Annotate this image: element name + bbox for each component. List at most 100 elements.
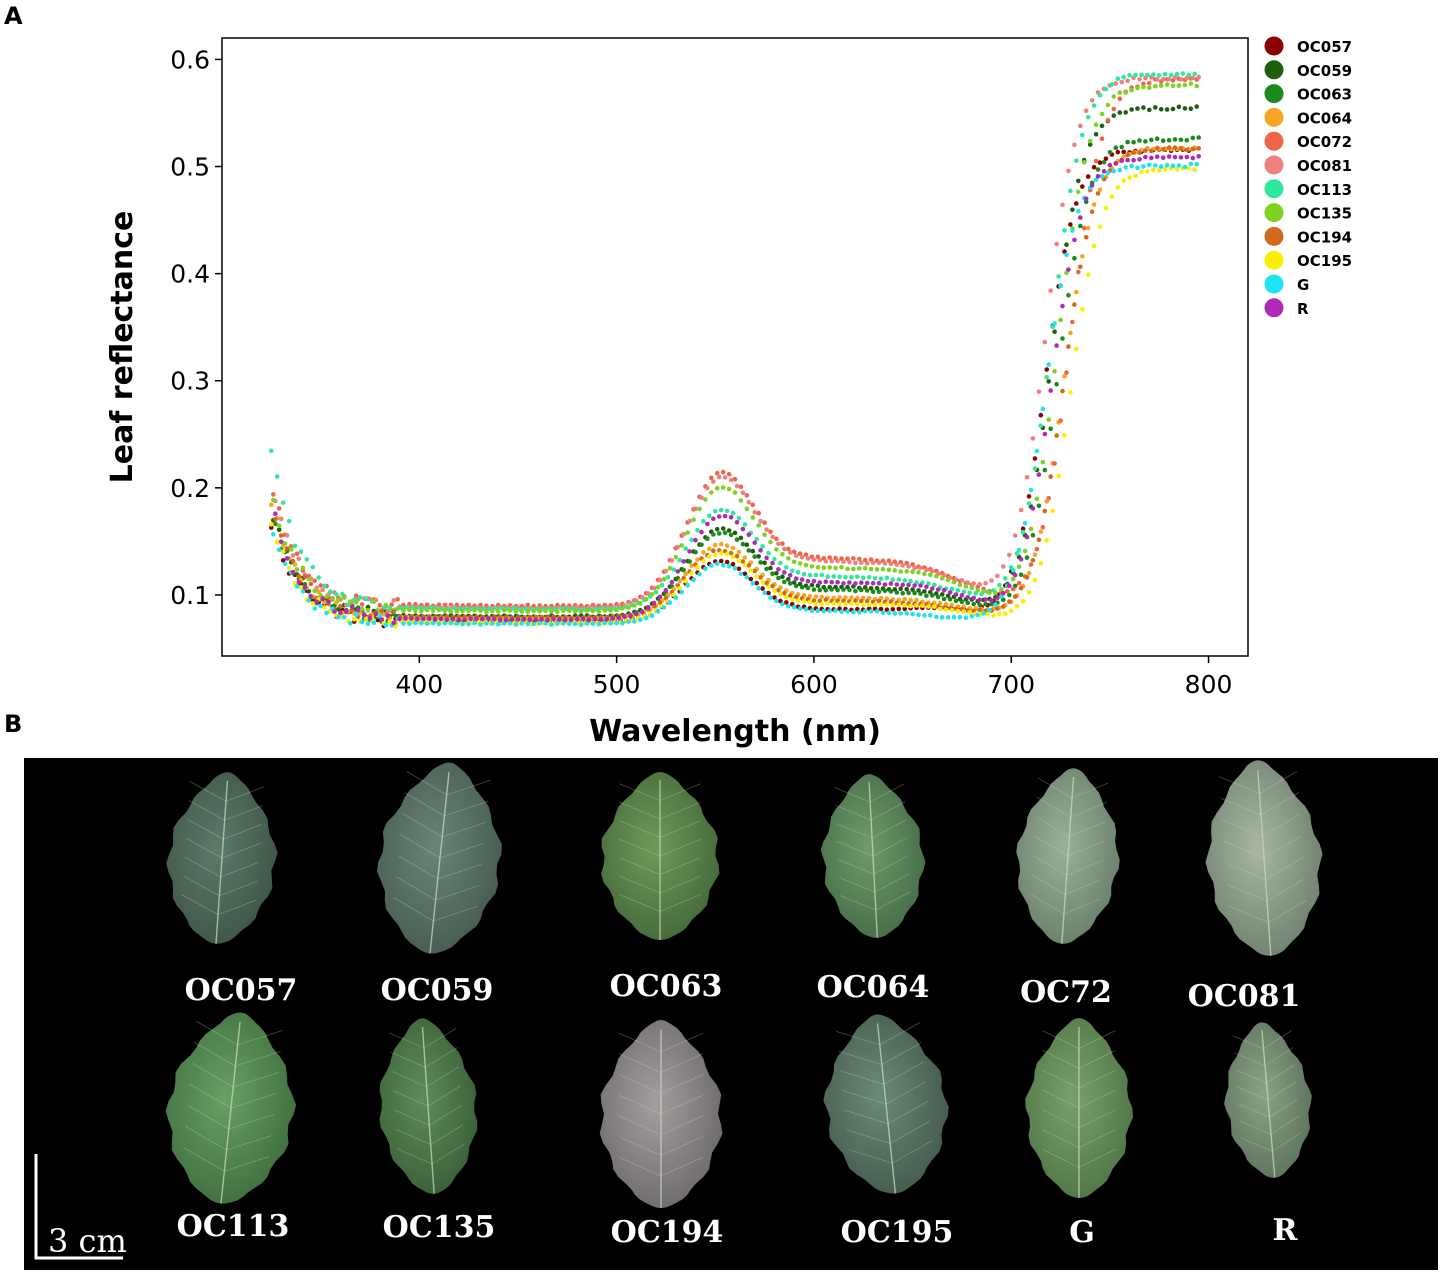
leaf-vein <box>444 800 489 817</box>
data-point <box>1038 561 1044 566</box>
data-point <box>726 486 732 492</box>
data-point <box>803 606 809 612</box>
data-point <box>452 605 458 611</box>
data-point <box>1068 188 1073 194</box>
data-point <box>1107 150 1113 155</box>
data-point <box>756 554 761 559</box>
data-point <box>714 526 720 532</box>
data-point <box>841 581 846 586</box>
data-point <box>825 574 830 579</box>
leaf-label-oc195: OC195 <box>840 1215 954 1250</box>
data-point <box>348 621 353 626</box>
leaf-image <box>599 1020 723 1208</box>
data-point <box>722 530 728 536</box>
leaf-vein <box>869 783 905 803</box>
leaf-vein <box>1042 1089 1080 1109</box>
data-point <box>685 530 690 535</box>
data-point <box>845 566 850 572</box>
data-point <box>567 608 572 613</box>
data-point <box>1099 123 1105 129</box>
data-point <box>738 535 744 541</box>
data-point <box>1068 330 1073 336</box>
data-point <box>602 608 608 613</box>
leaf-vein <box>870 801 906 821</box>
data-point <box>495 609 501 614</box>
data-point <box>947 590 953 595</box>
data-point <box>1032 456 1038 461</box>
series-OC194 <box>273 145 1201 621</box>
data-point <box>1125 78 1130 84</box>
leaf-vein <box>191 1063 234 1088</box>
data-point <box>284 556 290 561</box>
data-point <box>1166 138 1172 143</box>
data-point <box>864 580 870 586</box>
data-point <box>685 583 690 588</box>
leaf-vein <box>237 1030 283 1046</box>
data-point <box>460 608 466 614</box>
data-point <box>1058 317 1063 323</box>
data-point <box>965 595 971 600</box>
data-point <box>1010 576 1016 582</box>
data-point <box>805 585 811 591</box>
data-point <box>797 551 803 556</box>
data-point <box>953 592 959 597</box>
leaf-vein <box>221 843 261 859</box>
data-point <box>361 612 367 618</box>
data-point <box>886 558 892 563</box>
leaf-vein <box>872 837 908 857</box>
leaf-vein <box>840 1070 885 1085</box>
data-point <box>815 564 821 570</box>
data-point <box>902 606 907 612</box>
leaf-vein <box>217 899 257 915</box>
data-point <box>280 549 286 555</box>
data-point <box>801 598 807 604</box>
data-point <box>683 578 688 584</box>
data-point <box>1018 572 1024 577</box>
data-point <box>1070 319 1075 325</box>
data-point <box>732 530 738 536</box>
data-point <box>864 598 870 604</box>
data-point <box>1005 589 1010 594</box>
data-point <box>332 609 337 614</box>
data-point <box>294 551 300 557</box>
data-point <box>426 616 432 621</box>
data-point <box>1143 148 1148 153</box>
data-point <box>693 506 698 512</box>
x-tick-label: 500 <box>593 670 641 699</box>
data-point <box>768 565 773 571</box>
data-point <box>383 622 389 628</box>
data-point <box>655 584 661 590</box>
data-point <box>740 559 746 564</box>
data-point <box>981 589 986 594</box>
data-point <box>711 532 716 537</box>
data-point <box>756 586 761 591</box>
data-point <box>561 621 566 626</box>
data-point <box>720 485 726 490</box>
data-point <box>1162 167 1168 172</box>
legend-marker <box>1264 226 1284 246</box>
data-point <box>308 581 314 587</box>
data-point <box>774 571 779 576</box>
data-point <box>503 617 509 623</box>
data-point <box>709 475 714 481</box>
data-point <box>874 608 880 614</box>
data-point <box>1196 146 1201 151</box>
data-point <box>561 608 566 613</box>
data-point <box>312 578 318 584</box>
leaf-vein <box>1221 819 1263 837</box>
data-point <box>1158 83 1164 88</box>
data-point <box>780 574 785 580</box>
leaf-vein <box>1031 874 1066 895</box>
data-point <box>776 575 781 581</box>
data-point <box>910 569 915 575</box>
leaf-vein <box>660 1094 704 1115</box>
data-point <box>1028 562 1034 567</box>
data-point <box>776 567 781 572</box>
data-point <box>711 548 716 553</box>
data-point <box>1154 136 1160 141</box>
data-point <box>507 621 513 626</box>
leaf-vein <box>439 842 484 859</box>
leaf-midrib <box>1061 776 1075 944</box>
data-point <box>626 605 631 610</box>
data-point <box>1032 577 1038 583</box>
